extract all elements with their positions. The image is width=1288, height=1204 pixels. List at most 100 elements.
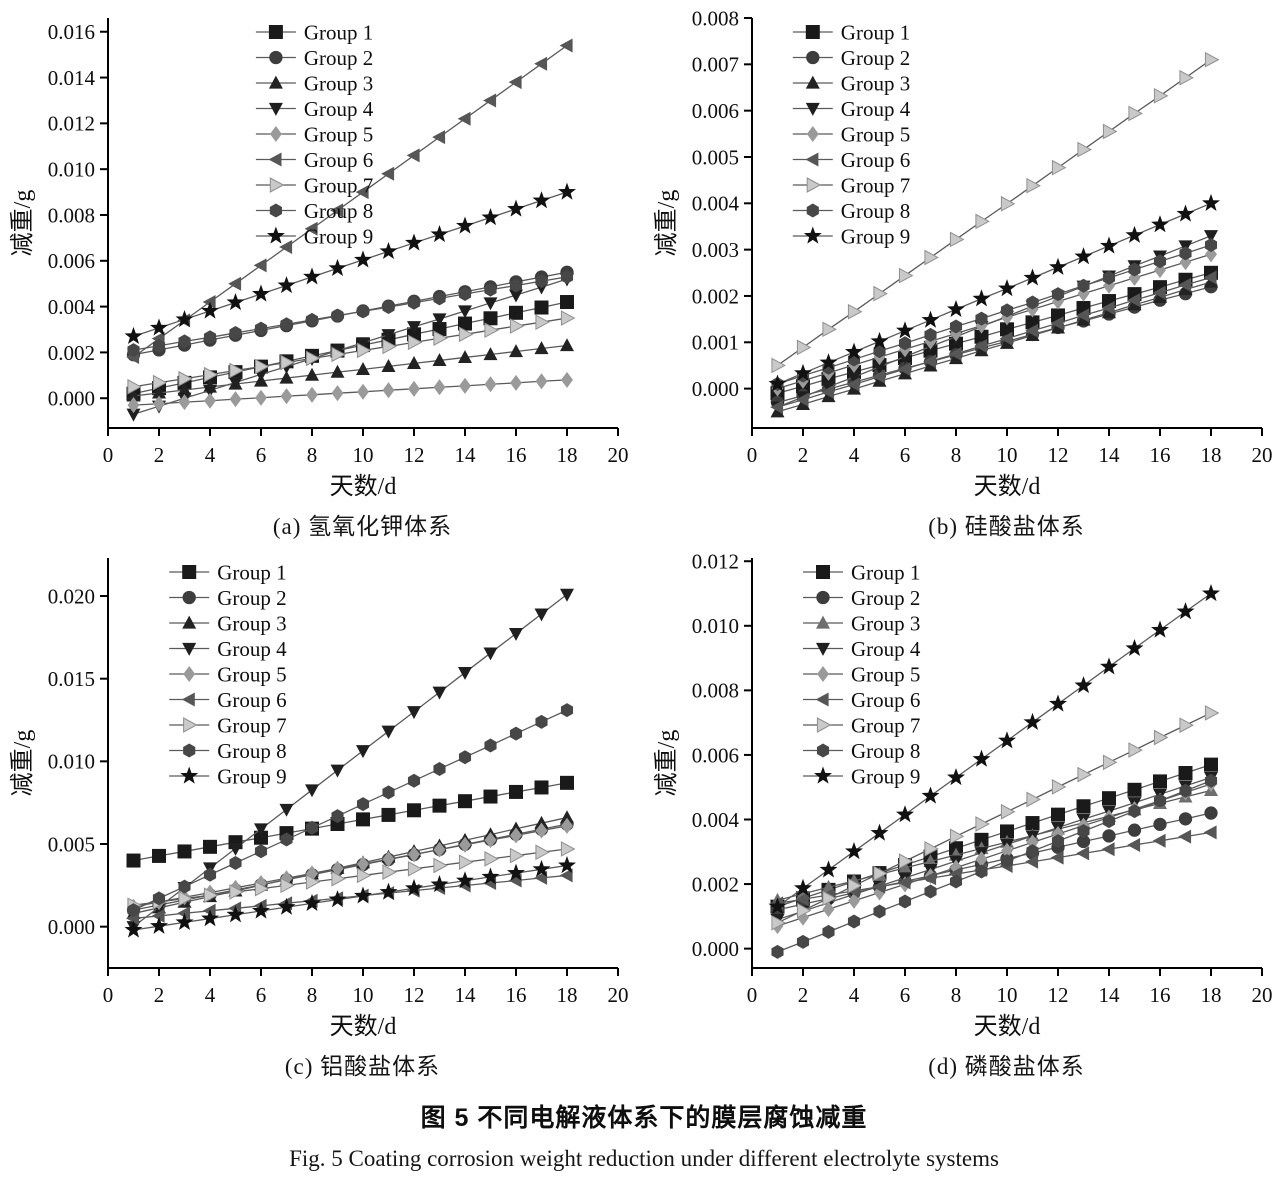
x-axis-label: 天数/d: [330, 1013, 397, 1040]
x-tick-label: 16: [1150, 983, 1171, 1007]
x-tick-label: 6: [900, 983, 911, 1007]
x-tick-label: 2: [154, 443, 165, 467]
y-tick-label: 0.000: [692, 377, 739, 401]
x-tick-label: 12: [404, 983, 425, 1007]
legend-label: Group 5: [304, 122, 373, 146]
y-axis-label: 减重/g: [9, 190, 36, 257]
y-tick-label: 0.008: [692, 6, 739, 30]
legend-label: Group 7: [217, 713, 286, 737]
series-group-1: [770, 757, 1218, 914]
legend-label: Group 5: [851, 662, 920, 686]
chart-b-canvas: 0.000 0.001 0.002 0.003 0.004 0.005 0.006 0.007…: [653, 6, 1273, 500]
series-group-7: [771, 705, 1220, 931]
x-tick-label: 6: [256, 443, 267, 467]
subplot-b-caption: (b) 硅酸盐体系: [928, 514, 1085, 539]
x-tick-label: 20: [1252, 443, 1273, 467]
x-tick-label: 0: [103, 983, 114, 1007]
y-tick-label: 0.001: [692, 331, 739, 355]
charts-grid: 0.000 0.002 0.004 0.006 0.008 0.010 0.012 0.014…: [0, 2, 1288, 1082]
y-tick-label: 0.004: [692, 808, 740, 832]
y-tick-label: 0.012: [48, 112, 95, 136]
legend-label: Group 4: [304, 97, 374, 121]
series-group-8: [127, 269, 574, 358]
x-tick-label: 14: [455, 443, 477, 467]
x-tick-label: 0: [747, 443, 758, 467]
y-tick-label: 0.010: [692, 614, 739, 638]
legend-label: Group 1: [304, 20, 373, 44]
x-tick-label: 4: [205, 983, 216, 1007]
x-axis-label: 天数/d: [974, 1013, 1041, 1040]
y-tick-label: 0.005: [692, 145, 739, 169]
y-tick-label: 0.010: [48, 750, 95, 774]
y-tick-label: 0.016: [48, 20, 95, 44]
series-group-5: [127, 371, 573, 414]
x-tick-label: 16: [1150, 443, 1171, 467]
legend-label: Group 2: [304, 46, 373, 70]
series-group-8: [771, 238, 1218, 391]
y-tick-label: 0.002: [48, 341, 95, 365]
chart-a-canvas: 0.000 0.002 0.004 0.006 0.008 0.010 0.012 0.014…: [9, 18, 629, 500]
x-tick-label: 14: [1099, 983, 1121, 1007]
series-group-7: [127, 310, 576, 395]
legend-label: Group 3: [841, 71, 910, 95]
x-tick-label: 18: [1201, 983, 1222, 1007]
y-tick-label: 0.007: [692, 53, 739, 77]
x-tick-label: 0: [103, 443, 114, 467]
legend-label: Group 7: [841, 173, 910, 197]
y-tick-label: 0.006: [692, 99, 739, 123]
legend-label: Group 2: [841, 46, 910, 70]
y-tick-label: 0.006: [48, 249, 95, 273]
y-axis-label: 减重/g: [653, 190, 680, 257]
ticks-b: 0.000 0.001 0.002 0.003 0.004 0.005 0.006 0.007…: [692, 6, 1273, 467]
subplot-d-caption: (d) 磷酸盐体系: [928, 1054, 1085, 1079]
legend-label: Group 6: [217, 688, 286, 712]
legend-label: Group 1: [851, 560, 920, 584]
y-tick-label: 0.006: [692, 743, 739, 767]
y-tick-label: 0.000: [48, 387, 95, 411]
y-tick-label: 0.004: [692, 192, 740, 216]
x-tick-label: 16: [506, 983, 527, 1007]
legend-label: Group 5: [841, 122, 910, 146]
legend-label: Group 6: [304, 148, 373, 172]
y-tick-label: 0.020: [48, 584, 95, 608]
series-group-5: [771, 246, 1217, 397]
y-axis-label: 减重/g: [9, 730, 36, 797]
y-tick-label: 0.012: [692, 550, 739, 574]
legend-label: Group 8: [851, 739, 920, 763]
series-group-4: [770, 771, 1218, 927]
y-axis-label: 减重/g: [653, 730, 680, 797]
series-group-8: [771, 773, 1218, 959]
series-group-3: [770, 274, 1218, 418]
series-group-4: [126, 273, 574, 422]
y-tick-label: 0.002: [692, 284, 739, 308]
chart-d-canvas: 0.000 0.002 0.004 0.006 0.008 0.010 0.012 0 2 4 6 8…: [653, 550, 1273, 1040]
legend-label: Group 6: [851, 688, 920, 712]
x-tick-label: 12: [1048, 443, 1069, 467]
x-tick-label: 4: [205, 443, 216, 467]
x-tick-label: 14: [1099, 443, 1121, 467]
x-tick-label: 10: [997, 443, 1018, 467]
legend-label: Group 9: [851, 764, 920, 788]
series-group-9: [124, 182, 576, 345]
x-tick-label: 12: [1048, 983, 1069, 1007]
x-axis-label: 天数/d: [330, 473, 397, 500]
x-tick-label: 20: [1252, 983, 1273, 1007]
subplot-a: 0.000 0.002 0.004 0.006 0.008 0.010 0.012 0.014…: [0, 2, 644, 542]
legend-label: Group 3: [304, 71, 373, 95]
subplot-a-caption: (a) 氢氧化钾体系: [272, 514, 453, 539]
y-tick-label: 0.003: [692, 238, 739, 262]
series-group-2: [126, 817, 574, 917]
y-tick-label: 0.004: [48, 295, 96, 319]
x-tick-label: 16: [506, 443, 527, 467]
chart-c-canvas: 0.000 0.005 0.010 0.015 0.020 0 2 4 6 8 10 12 14 16 18…: [9, 558, 629, 1040]
x-tick-label: 4: [849, 983, 860, 1007]
subplot-d: 0.000 0.002 0.004 0.006 0.008 0.010 0.012 0 2 4 6 8…: [644, 542, 1288, 1082]
x-tick-label: 2: [798, 443, 809, 467]
legend-label: Group 5: [217, 662, 286, 686]
x-tick-label: 0: [747, 983, 758, 1007]
y-tick-label: 0.014: [48, 66, 96, 90]
series-group-7: [771, 51, 1220, 374]
y-tick-label: 0.005: [48, 832, 95, 856]
